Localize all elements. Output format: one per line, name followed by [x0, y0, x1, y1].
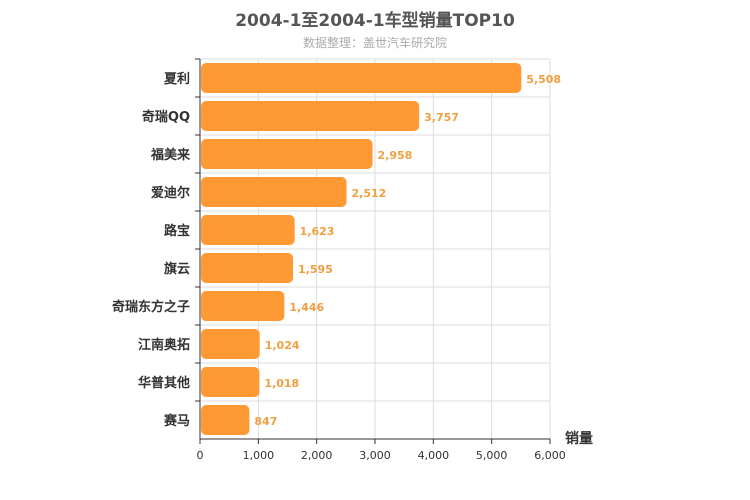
category-label: 福美来 — [150, 147, 191, 163]
x-tick-label: 2,000 — [301, 449, 333, 462]
bar — [201, 215, 295, 245]
category-label: 江南奥拓 — [138, 337, 190, 353]
value-label: 3,757 — [424, 111, 459, 124]
chart-title: 2004-1至2004-1车型销量TOP10 — [235, 11, 515, 31]
value-label: 2,512 — [352, 187, 387, 200]
category-label: 奇瑞QQ — [142, 109, 190, 125]
value-label: 1,446 — [289, 301, 324, 314]
bar — [201, 253, 294, 283]
value-label: 2,958 — [378, 149, 413, 162]
category-label: 赛马 — [163, 413, 190, 429]
category-label: 旗云 — [164, 261, 190, 277]
value-label: 5,508 — [526, 73, 561, 86]
bar — [201, 405, 250, 435]
x-tick-label: 5,000 — [476, 449, 508, 462]
value-label: 847 — [254, 415, 277, 428]
category-label: 华普其他 — [138, 375, 190, 391]
bar — [201, 63, 522, 93]
value-label: 1,595 — [298, 263, 333, 276]
x-tick-label: 4,000 — [418, 449, 450, 462]
bar — [201, 291, 285, 321]
value-label: 1,018 — [264, 377, 299, 390]
value-label: 1,623 — [300, 225, 335, 238]
category-label: 奇瑞东方之子 — [112, 299, 190, 315]
chart-subtitle: 数据整理：盖世汽车研究院 — [302, 36, 447, 50]
value-label: 1,024 — [265, 339, 300, 352]
x-tick-label: 0 — [197, 449, 204, 462]
x-tick-label: 6,000 — [534, 449, 566, 462]
bar — [201, 139, 373, 169]
bar — [201, 367, 260, 397]
category-label: 爱迪尔 — [151, 185, 190, 201]
x-tick-label: 1,000 — [243, 449, 275, 462]
x-tick-label: 3,000 — [359, 449, 391, 462]
bar — [201, 177, 347, 207]
bar — [201, 329, 260, 359]
bar — [201, 101, 420, 131]
category-label: 路宝 — [164, 223, 190, 239]
x-axis-title: 销量 — [565, 430, 593, 447]
category-label: 夏利 — [163, 71, 190, 87]
